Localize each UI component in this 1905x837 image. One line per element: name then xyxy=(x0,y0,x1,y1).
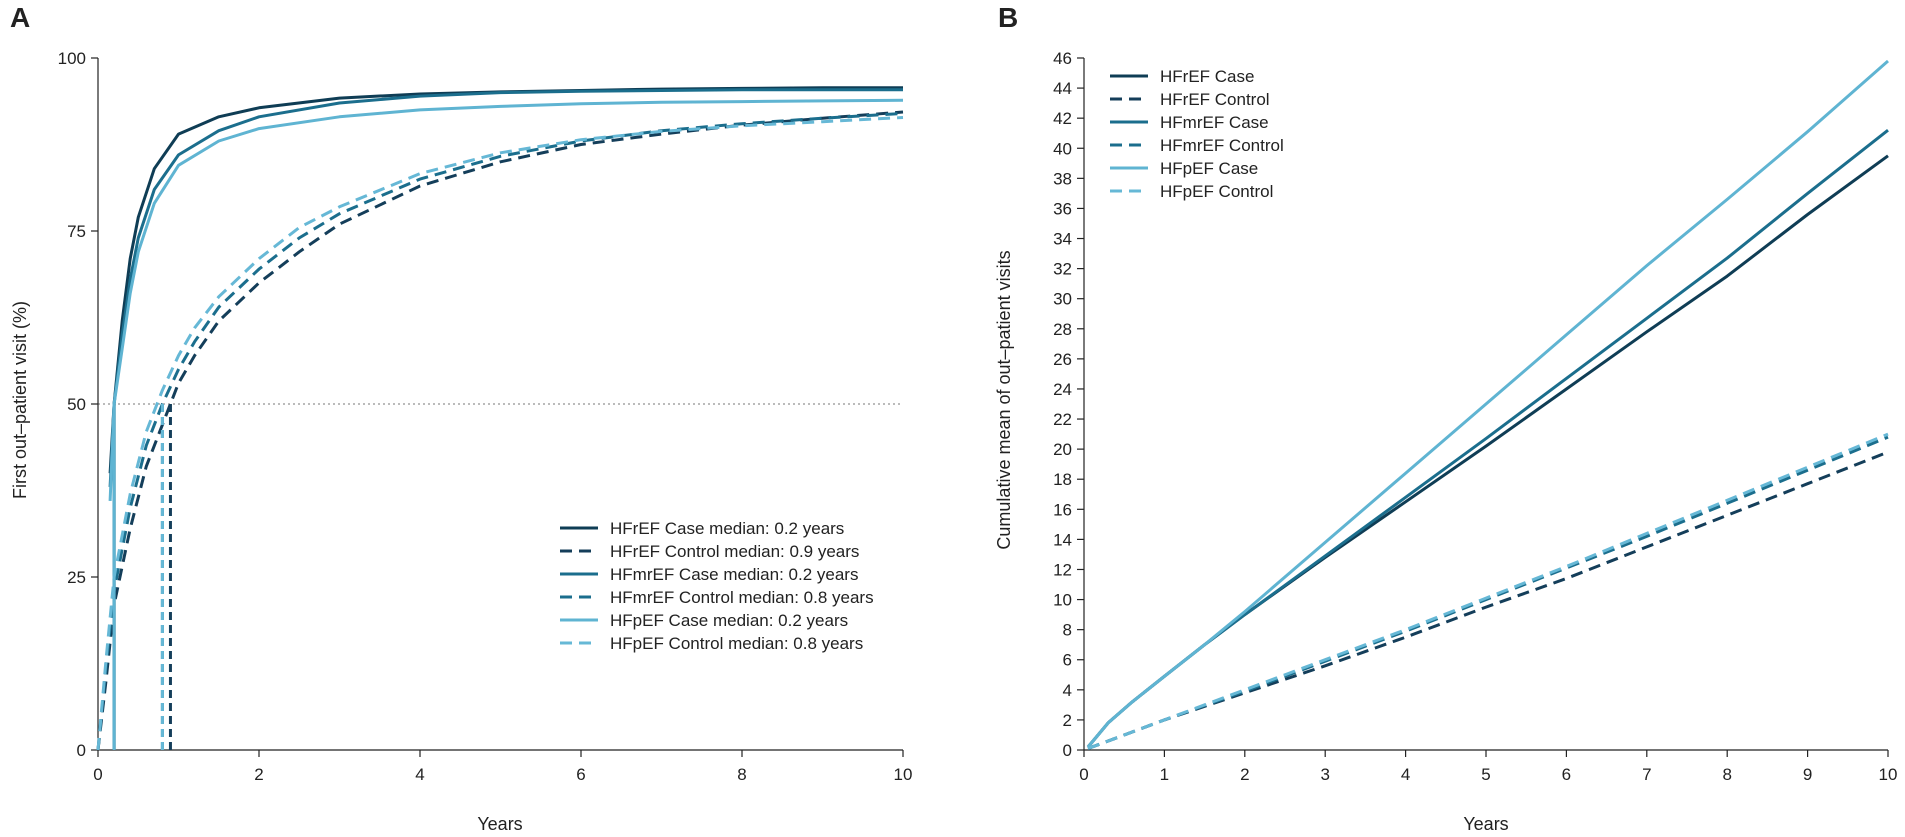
panel-b-y-tick-label: 22 xyxy=(1053,410,1072,429)
panel-a-series-line-5 xyxy=(96,116,904,751)
panel-b-y-tick-label: 6 xyxy=(1063,651,1072,670)
panel-b-legend-label-2: HFmrEF Case xyxy=(1160,113,1269,132)
panel-a-series-line-1 xyxy=(96,110,904,751)
panel-b-axes xyxy=(1077,57,1889,757)
panel-b-x-tick-label: 6 xyxy=(1562,765,1571,784)
panel-b-y-tick-label: 40 xyxy=(1053,139,1072,158)
panel-b-y-tick-label: 4 xyxy=(1063,681,1072,700)
panel-a-x-tick-label: 0 xyxy=(93,765,102,784)
panel-a-y-tick-label: 0 xyxy=(77,741,86,760)
panel-b-x-tick-label: 10 xyxy=(1879,765,1898,784)
panel-b-y-tick-label: 10 xyxy=(1053,591,1072,610)
panel-b-series-line-1 xyxy=(1087,450,1889,750)
panel-b-x-tick-label: 3 xyxy=(1320,765,1329,784)
panel-b-y-tick-label: 14 xyxy=(1053,530,1072,549)
panel-a-series-line-2 xyxy=(108,88,903,488)
panel-b-legend-label-0: HFrEF Case xyxy=(1160,67,1254,86)
panel-a-letter: A xyxy=(10,2,30,33)
panel-b-y-tick-label: 38 xyxy=(1053,169,1072,188)
panel-b-x-tick-label: 0 xyxy=(1079,765,1088,784)
panel-b-y-axis-title: Cumulative mean of out–patient visits xyxy=(994,250,1014,549)
panel-b-y-tick-label: 2 xyxy=(1063,711,1072,730)
panel-b-y-tick-label: 42 xyxy=(1053,109,1072,128)
panel-b-x-tick-label: 9 xyxy=(1803,765,1812,784)
panel-a-y-tick-label: 25 xyxy=(67,568,86,587)
panel-b-y-tick-label: 36 xyxy=(1053,199,1072,218)
panel-b-x-axis-title: Years xyxy=(1463,814,1508,834)
panel-a-axes xyxy=(91,57,904,757)
panel-b-y-tick-label: 18 xyxy=(1053,470,1072,489)
panel-a-x-tick-label: 10 xyxy=(894,765,913,784)
panel-b-legend-label-3: HFmrEF Control xyxy=(1160,136,1284,155)
panel-b-x-tick-label: 8 xyxy=(1722,765,1731,784)
panel-a-legend-label-2: HFmrEF Case median: 0.2 years xyxy=(610,565,858,584)
panel-b-x-tick-label: 5 xyxy=(1481,765,1490,784)
panel-b-cumulative-visits-chart: B 0 1 2 3 4 5 6 7 8 9 1002468101214161820222426283… xyxy=(994,2,1897,834)
panel-a-legend-label-3: HFmrEF Control median: 0.8 years xyxy=(610,588,874,607)
panel-b-y-tick-label: 26 xyxy=(1053,350,1072,369)
panel-a-x-tick-label: 8 xyxy=(737,765,746,784)
panel-b-y-tick-label: 20 xyxy=(1053,440,1072,459)
panel-a-x-tick-label: 6 xyxy=(576,765,585,784)
panel-b-y-tick-label: 24 xyxy=(1053,380,1072,399)
panel-a-legend-label-4: HFpEF Case median: 0.2 years xyxy=(610,611,848,630)
panel-b-x-tick-label: 1 xyxy=(1160,765,1169,784)
panel-b-series-group xyxy=(1086,59,1889,750)
panel-a-x-axis-title: Years xyxy=(477,814,522,834)
panel-a-x-tick-label: 2 xyxy=(254,765,263,784)
panel-a-series-line-4 xyxy=(108,98,904,501)
panel-b-series-line-5 xyxy=(1087,432,1889,750)
panel-b-x-tick-label: 4 xyxy=(1401,765,1410,784)
panel-b-letter: B xyxy=(998,2,1018,33)
panel-b-y-tick-label: 0 xyxy=(1063,741,1072,760)
panel-b-legend: HFrEF Case HFrEF Control HFmrEF Case HFmrEF… xyxy=(1110,67,1284,201)
panel-b-legend-label-4: HFpEF Case xyxy=(1160,159,1258,178)
panel-b-legend-label-1: HFrEF Control xyxy=(1160,90,1270,109)
panel-b-series-line-4 xyxy=(1086,59,1889,748)
panel-b-y-tick-label: 8 xyxy=(1063,621,1072,640)
panel-b-y-tick-label: 30 xyxy=(1053,290,1072,309)
panel-a-y-tick-label: 50 xyxy=(67,395,86,414)
panel-b-y-tick-label: 28 xyxy=(1053,320,1072,339)
panel-b-y-tick-label: 46 xyxy=(1053,49,1072,68)
panel-a-y-tick-label: 100 xyxy=(58,49,86,68)
panel-a-y-axis-title: First out–patient visit (%) xyxy=(10,301,30,499)
panel-a-legend: HFrEF Case median: 0.2 years HFrEF Contro… xyxy=(560,519,874,653)
panel-a-legend-label-5: HFpEF Control median: 0.8 years xyxy=(610,634,863,653)
panel-b-x-tick-label: 2 xyxy=(1240,765,1249,784)
panel-b-y-tick-label: 44 xyxy=(1053,79,1072,98)
panel-b-legend-label-5: HFpEF Control xyxy=(1160,182,1273,201)
panel-b-y-tick-label: 34 xyxy=(1053,230,1072,249)
panel-b-tick-labels: 0 1 2 3 4 5 6 7 8 9 100246810121416182022242628303… xyxy=(1053,49,1897,784)
panel-a-x-tick-label: 4 xyxy=(415,765,424,784)
panel-b-y-tick-label: 16 xyxy=(1053,500,1072,519)
panel-b-y-tick-label: 32 xyxy=(1053,260,1072,279)
panel-b-y-tick-label: 12 xyxy=(1053,560,1072,579)
panel-b-x-tick-label: 7 xyxy=(1642,765,1651,784)
panel-a-y-tick-label: 75 xyxy=(67,222,86,241)
panel-a-series-group xyxy=(96,86,904,751)
panel-a-legend-label-0: HFrEF Case median: 0.2 years xyxy=(610,519,844,538)
panel-a-legend-label-1: HFrEF Control median: 0.9 years xyxy=(610,542,859,561)
